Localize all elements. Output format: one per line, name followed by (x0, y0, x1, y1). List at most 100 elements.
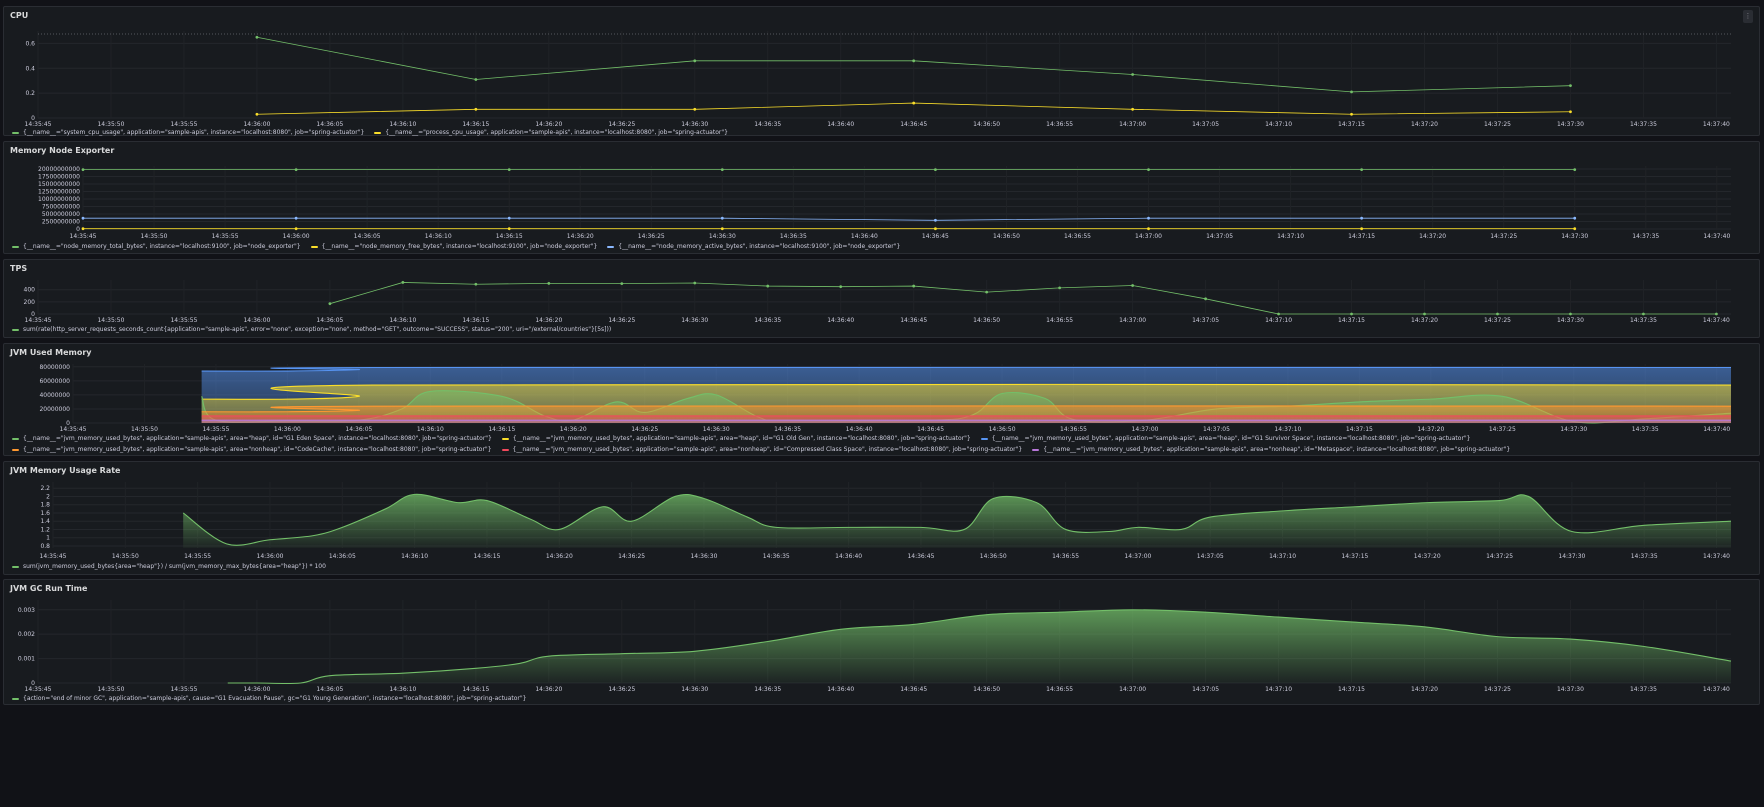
x-tick-label: 14:36:10 (389, 317, 416, 324)
y-tick-label: 2500000000 (42, 219, 80, 226)
data-point[interactable] (1147, 216, 1150, 220)
x-tick-label: 14:36:35 (754, 686, 781, 693)
data-point[interactable] (1569, 312, 1572, 316)
data-point[interactable] (620, 282, 624, 286)
data-point[interactable] (1350, 312, 1353, 316)
x-tick-label: 14:36:20 (535, 121, 562, 128)
data-point[interactable] (1350, 90, 1353, 94)
data-point[interactable] (507, 227, 511, 231)
data-point[interactable] (1147, 168, 1150, 171)
data-point[interactable] (934, 227, 937, 231)
legend-item[interactable]: {__name__="jvm_memory_used_bytes", appli… (501, 435, 971, 442)
x-tick-label: 14:37:35 (1632, 233, 1659, 240)
data-point[interactable] (81, 168, 85, 171)
data-point[interactable] (934, 218, 937, 222)
legend-item[interactable]: {__name__="jvm_memory_used_bytes", appli… (1032, 446, 1510, 453)
data-point[interactable] (507, 216, 511, 220)
legend-item[interactable]: {__name__="node_memory_free_bytes", inst… (310, 243, 597, 250)
data-point[interactable] (1277, 312, 1280, 316)
panel-title[interactable]: JVM Memory Usage Rate (10, 466, 121, 475)
data-point[interactable] (1350, 112, 1353, 116)
legend-item[interactable]: sum(rate(http_server_requests_seconds_co… (12, 326, 611, 333)
y-tick-label: 0.6 (25, 40, 35, 47)
x-tick-label: 14:36:40 (827, 121, 854, 128)
series-line[interactable] (201, 405, 1732, 413)
data-point[interactable] (1423, 312, 1426, 316)
panel-title[interactable]: JVM GC Run Time (10, 584, 88, 593)
data-point[interactable] (255, 35, 259, 39)
data-point[interactable] (1360, 216, 1364, 220)
data-point[interactable] (474, 107, 478, 111)
x-tick-label: 14:36:35 (763, 553, 790, 560)
data-point[interactable] (693, 59, 697, 63)
data-point[interactable] (81, 227, 85, 231)
data-point[interactable] (766, 284, 770, 288)
legend-item[interactable]: {__name__="node_memory_total_bytes", ins… (12, 243, 301, 250)
data-point[interactable] (912, 284, 916, 288)
series-line[interactable] (83, 217, 1575, 221)
data-point[interactable] (507, 168, 511, 171)
legend-item[interactable]: {__name__="node_memory_active_bytes", in… (607, 243, 900, 250)
legend-item[interactable]: {__name__="jvm_memory_used_bytes", appli… (12, 435, 492, 442)
data-point[interactable] (985, 290, 989, 294)
data-point[interactable] (720, 227, 724, 231)
panel-title[interactable]: Memory Node Exporter (10, 146, 115, 155)
data-point[interactable] (1569, 110, 1572, 114)
legend-item[interactable]: sum(jvm_memory_used_bytes{area="heap"}) … (12, 563, 326, 570)
data-point[interactable] (294, 227, 298, 231)
data-point[interactable] (328, 302, 332, 306)
data-point[interactable] (720, 216, 724, 220)
data-point[interactable] (1360, 168, 1364, 171)
data-point[interactable] (1573, 216, 1577, 220)
data-point[interactable] (934, 168, 937, 171)
data-point[interactable] (1204, 297, 1207, 301)
legend-item[interactable]: {__name__="system_cpu_usage", applicatio… (12, 129, 364, 136)
panel-title[interactable]: TPS (10, 264, 28, 273)
data-point[interactable] (912, 101, 916, 105)
data-point[interactable] (547, 281, 551, 285)
panel-menu-icon[interactable]: ⋮ (1743, 10, 1753, 23)
data-point[interactable] (1496, 312, 1499, 316)
series-line[interactable] (182, 493, 1732, 546)
data-point[interactable] (1131, 107, 1135, 111)
legend: {__name__="jvm_memory_used_bytes", appli… (12, 434, 1470, 443)
x-tick-label: 14:36:50 (973, 121, 1000, 128)
data-point[interactable] (1573, 168, 1577, 171)
legend: sum(rate(http_server_requests_seconds_co… (12, 325, 611, 334)
data-point[interactable] (693, 107, 697, 111)
data-point[interactable] (81, 216, 85, 220)
x-tick-label: 14:35:50 (97, 317, 124, 324)
panel-title[interactable]: CPU (10, 11, 29, 20)
data-point[interactable] (1642, 312, 1645, 316)
series-line[interactable] (201, 366, 1732, 372)
data-point[interactable] (294, 168, 298, 171)
x-tick-label: 14:36:00 (283, 233, 310, 240)
data-point[interactable] (1715, 312, 1718, 316)
data-point[interactable] (1573, 227, 1577, 231)
data-point[interactable] (474, 78, 478, 81)
data-point[interactable] (912, 59, 916, 63)
legend-item[interactable]: {__name__="jvm_memory_used_bytes", appli… (980, 435, 1470, 442)
series-line[interactable] (201, 383, 1732, 400)
data-point[interactable] (401, 281, 405, 284)
series-line[interactable] (329, 282, 1717, 315)
legend-item[interactable]: {__name__="process_cpu_usage", applicati… (374, 129, 728, 136)
data-point[interactable] (1131, 73, 1135, 76)
legend-item[interactable]: {__name__="jvm_memory_used_bytes", appli… (12, 446, 492, 453)
data-point[interactable] (1569, 84, 1572, 88)
legend-item[interactable]: {__name__="jvm_memory_used_bytes", appli… (501, 446, 1022, 453)
data-point[interactable] (255, 112, 259, 116)
data-point[interactable] (839, 285, 843, 289)
legend-item[interactable]: {action="end of minor GC", application="… (12, 695, 526, 702)
data-point[interactable] (1131, 284, 1135, 287)
x-tick-label: 14:36:30 (709, 233, 736, 240)
data-point[interactable] (294, 216, 298, 220)
data-point[interactable] (1360, 227, 1364, 231)
data-point[interactable] (693, 281, 697, 285)
data-point[interactable] (1058, 286, 1062, 290)
panel-title[interactable]: JVM Used Memory (10, 348, 92, 357)
series-line[interactable] (227, 609, 1732, 685)
data-point[interactable] (720, 168, 724, 171)
data-point[interactable] (1147, 227, 1150, 231)
data-point[interactable] (474, 282, 478, 286)
